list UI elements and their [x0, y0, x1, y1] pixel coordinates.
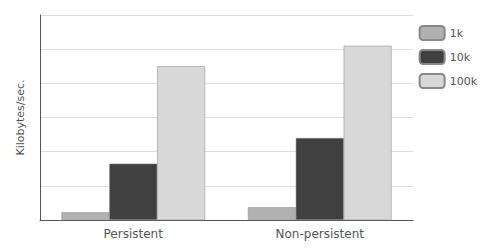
- svg-text:Persistent: Persistent: [104, 227, 164, 241]
- svg-text:Kilobytes/sec.: Kilobytes/sec.: [14, 79, 27, 155]
- svg-text:10k: 10k: [450, 51, 471, 64]
- svg-text:Non-persistent: Non-persistent: [276, 227, 365, 241]
- svg-text:1k: 1k: [450, 27, 464, 40]
- svg-text:100k: 100k: [450, 75, 478, 88]
